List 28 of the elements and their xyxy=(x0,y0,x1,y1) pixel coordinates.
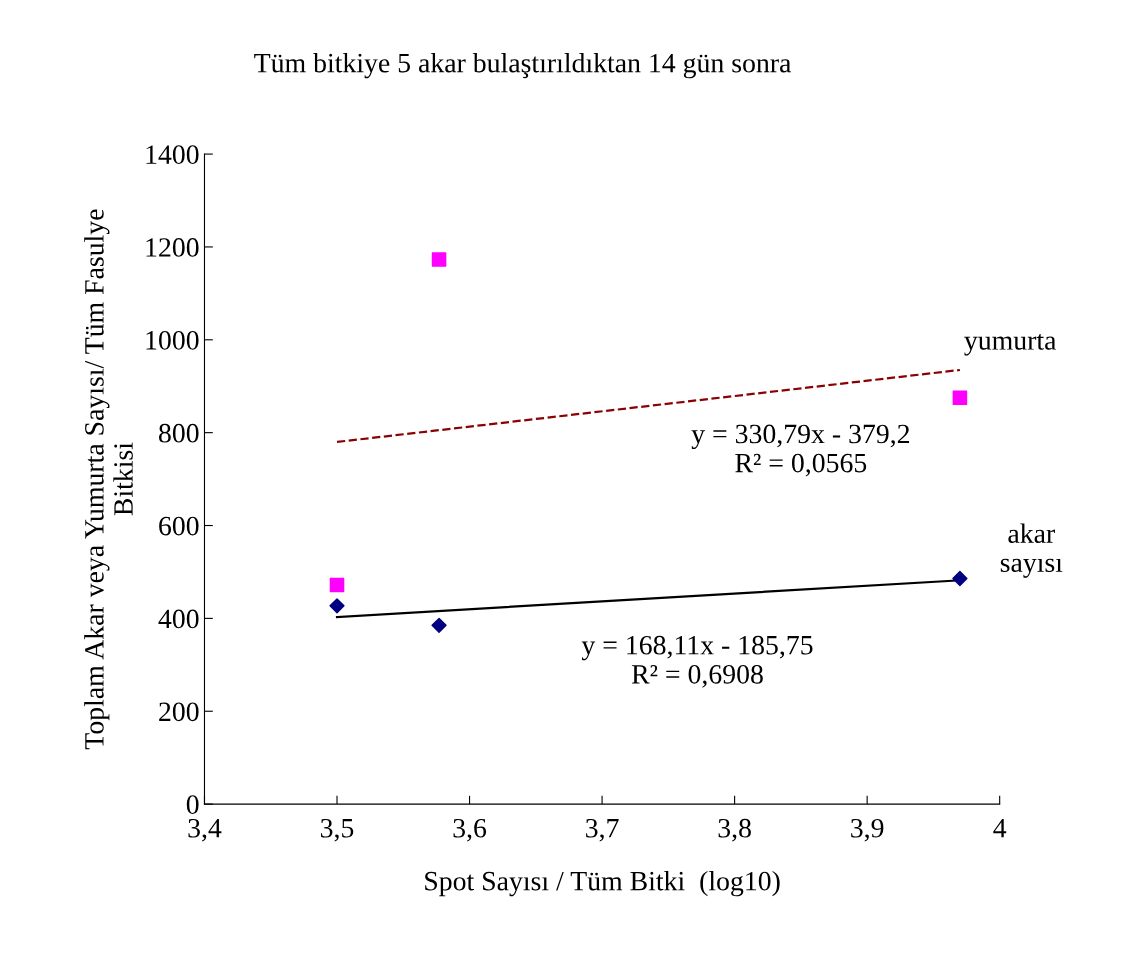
x-tick-label: 3,5 xyxy=(320,818,354,842)
point xyxy=(952,570,968,587)
y-tick-label: 600 xyxy=(159,516,199,536)
x-tick-label: 3,6 xyxy=(453,818,487,842)
x-tick-label: 3,4 xyxy=(188,818,222,842)
y-axis-title: Toplam Akar veya Yumurta Sayısı/ Tüm Fasulye Bitkisi xyxy=(84,209,133,750)
annotation: y = 168,11x - 185,75 R² = 0,6908 xyxy=(581,635,813,688)
annotation: yumurta xyxy=(964,333,1057,356)
y-tick-label: 800 xyxy=(159,423,199,443)
x-tick-label: 4 xyxy=(993,818,1007,838)
point xyxy=(329,577,345,593)
y-tick-label: 400 xyxy=(158,609,199,629)
y-tick-label: 0 xyxy=(186,795,199,815)
annotation: y = 330,79x - 379,2 R² = 0,0565 xyxy=(691,424,910,477)
point xyxy=(952,390,968,406)
x-tick-label: 3,7 xyxy=(586,818,619,842)
x-axis-title: Spot Sayısı / Tüm Bitki (log10) xyxy=(425,870,780,897)
x-tick-label: 3,8 xyxy=(718,818,751,842)
point xyxy=(431,617,447,633)
point xyxy=(329,598,345,614)
text: akar sayısı xyxy=(1000,523,1063,578)
y-tick-label: 1200 xyxy=(146,238,199,257)
chart-title: Tüm bitkiye 5 akar bulaştırıldıktan 14 gün sonra xyxy=(254,52,792,79)
x-tick-label: 3,9 xyxy=(851,818,884,842)
point xyxy=(431,252,447,267)
y-tick-label: 1000 xyxy=(146,330,199,350)
y-tick-label: 200 xyxy=(159,702,199,722)
y-tick-label: 1400 xyxy=(146,145,199,164)
